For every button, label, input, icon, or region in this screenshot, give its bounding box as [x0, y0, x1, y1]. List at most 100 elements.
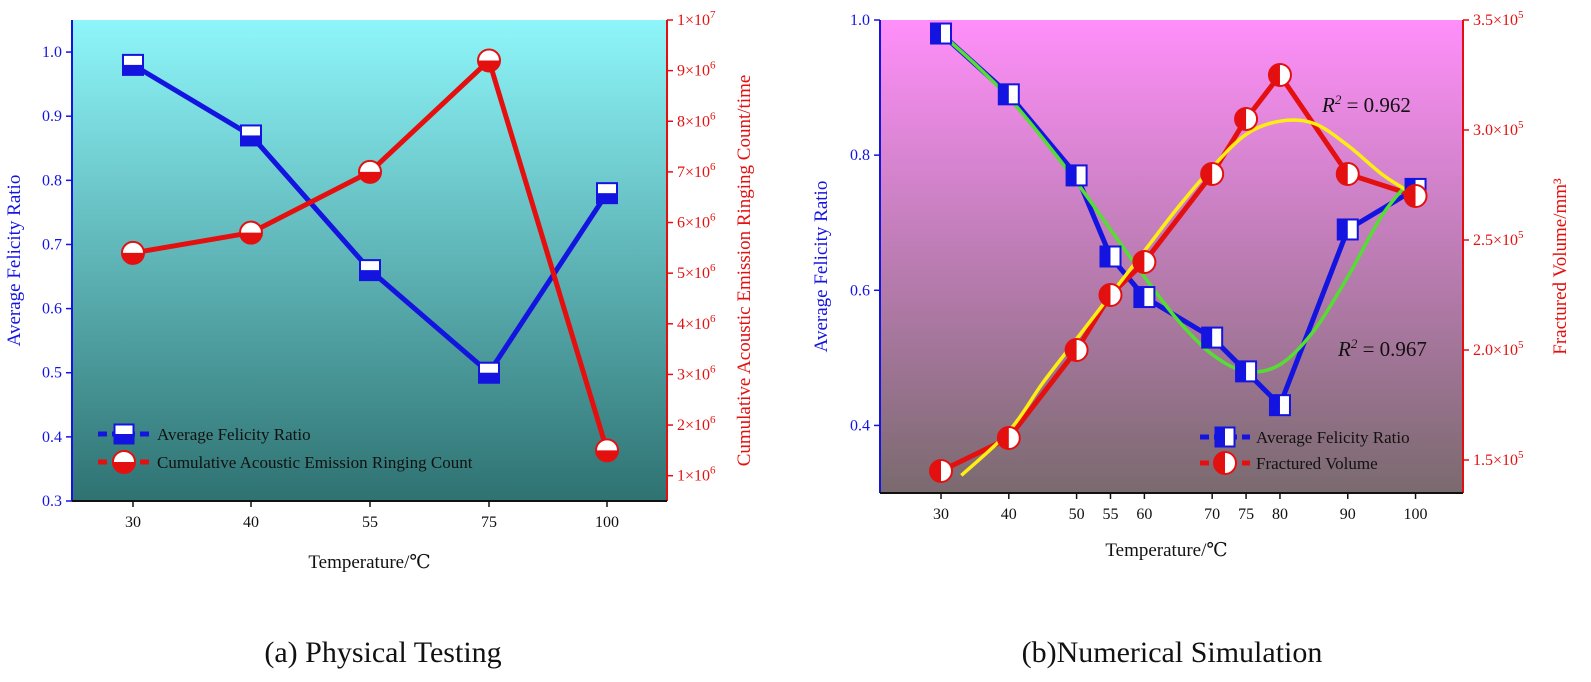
panel-b-x-tick-label: 40 — [1001, 506, 1017, 523]
panel-b-legend-volume-marker-fill — [1214, 452, 1225, 474]
panel-a-ringing-point — [239, 220, 263, 245]
panel-a-right-tick-label: 1×107 — [677, 9, 716, 29]
panel-b-legend-volume-marker — [1213, 451, 1237, 475]
panel-b-volume-point — [1132, 250, 1157, 274]
panel-a-right-tick-label: 2×106 — [677, 414, 716, 434]
panel-a-legend-felicity-marker — [113, 423, 135, 445]
panel-a-left-axis-title: Average Felicity Ratio — [4, 175, 25, 347]
panel-b-right-tick-label: 3.0×105 — [1473, 119, 1524, 139]
panel-b-right-tick-label: 2.5×105 — [1473, 229, 1524, 249]
panel-a-x-tick-label: 100 — [595, 514, 619, 531]
panel-a-left-tick-label: 0.5 — [42, 365, 62, 382]
panel-b-volume-point-fill — [1099, 284, 1111, 306]
panel-b-x-tick-label: 100 — [1404, 506, 1428, 523]
panel-b-volume-point-fill — [930, 460, 942, 482]
panel-b-felicity-point-fill — [1100, 246, 1111, 267]
panel-b-x-tick-label: 55 — [1102, 506, 1118, 523]
panel-b-right-tick-label: 2.0×105 — [1473, 339, 1524, 359]
panel-a-right-tick-label: 4×106 — [677, 313, 716, 333]
panel-b-volume-point-fill — [1404, 185, 1416, 207]
panel-a-felicity-point — [478, 361, 500, 384]
panel-a-left-tick-label: 0.9 — [42, 108, 62, 125]
panel-b-r2-volume-annotation: R2 = 0.962 — [1321, 92, 1411, 117]
panel-b-felicity-point — [1133, 286, 1156, 309]
panel-b-legend-volume-label: Fractured Volume — [1256, 454, 1378, 473]
panel-a-right-tick-label: 8×106 — [677, 110, 716, 130]
panel-a-ringing-point-fill — [478, 60, 500, 72]
panel-a-ringing-point — [358, 159, 382, 184]
panel-b-volume-point-fill — [1336, 163, 1348, 185]
panel-a-felicity-point — [240, 124, 262, 147]
panel-a-felicity-point-fill — [597, 193, 617, 204]
panel-b-felicity-point — [1235, 360, 1258, 383]
panel-a-felicity-point-fill — [241, 135, 261, 146]
panel-a-felicity-point — [122, 53, 144, 76]
panel-a-ringing-point-fill — [240, 232, 262, 244]
panel-a-left-tick-label: 0.8 — [42, 172, 62, 189]
panel-b-x-tick-label: 30 — [933, 506, 949, 523]
panel-b-caption: (b)Numerical Simulation — [1022, 636, 1323, 669]
panel-a-right-tick-label: 5×106 — [677, 262, 716, 282]
panel-a-felicity-point-fill — [479, 372, 499, 383]
panel-b-felicity-point — [1065, 164, 1088, 187]
panel-a-right-tick-label: 7×106 — [677, 161, 716, 181]
panel-b-right-tick-label: 1.5×105 — [1473, 449, 1524, 469]
panel-b-volume-fit-curve — [960, 118, 1410, 477]
panel-b-volume-point — [1403, 184, 1428, 208]
panel-a-legend-felicity-marker-fill — [114, 434, 134, 444]
panel-b-felicity-point-fill — [1134, 287, 1145, 308]
panel-a-ringing-point-fill — [122, 252, 144, 264]
panel-b-plot-area — [880, 20, 1463, 493]
panel-a-ringing-point — [477, 48, 501, 73]
panel-a-left-tick-label: 0.3 — [42, 493, 62, 510]
panel-b-x-tick-label: 60 — [1136, 506, 1152, 523]
panel-a-felicity-point — [359, 259, 381, 282]
panel-b-left-tick-label: 0.4 — [850, 417, 870, 434]
panel-b-volume-point — [1234, 107, 1259, 131]
panel-b-left-axis-title: Average Felicity Ratio — [811, 181, 832, 353]
panel-b-felicity-point-fill — [1066, 165, 1077, 186]
panel-b-volume-point — [996, 426, 1021, 450]
panel-a-legend-felicity-label: Average Felicity Ratio — [157, 425, 311, 444]
panel-a-ringing-point-fill — [359, 171, 381, 183]
panel-b-x-tick-label: 80 — [1272, 506, 1288, 523]
panel-b-felicity-point — [1201, 326, 1224, 349]
panel-b-felicity-point-fill — [1202, 327, 1213, 348]
panel-b-volume-point — [929, 459, 954, 483]
panel-a-left-tick-label: 0.6 — [42, 301, 62, 318]
panel-b-felicity-point — [1336, 218, 1359, 241]
panel-a-x-tick-label: 30 — [125, 514, 141, 531]
panel-b-x-tick-label: 70 — [1204, 506, 1220, 523]
panel-a-left-tick-label: 0.4 — [42, 429, 62, 446]
panel-a-felicity-point-fill — [360, 270, 380, 281]
panel-b-x-tick-label: 75 — [1238, 506, 1254, 523]
panel-b-felicity-point — [997, 83, 1020, 106]
panel-a-legend-ringing-label: Cumulative Acoustic Emission Ringing Cou… — [157, 453, 473, 472]
panel-b-felicity-point — [930, 22, 953, 45]
panel-b-volume-point — [1064, 338, 1089, 362]
panel-b-x-axis-title: Temperature/℃ — [1105, 540, 1227, 561]
panel-b-volume-point — [1200, 162, 1225, 186]
panel-a-x-axis-title: Temperature/℃ — [308, 552, 430, 573]
panel-a-felicity-point — [596, 182, 618, 205]
panel-b-left-tick-label: 1.0 — [850, 12, 870, 29]
panel-b-left-tick-label: 0.6 — [850, 282, 870, 299]
panel-a-ringing-point — [595, 438, 619, 463]
panel-a-legend-ringing-marker-fill — [113, 462, 135, 473]
panel-a-left-tick-label: 0.7 — [42, 236, 62, 253]
panel-a-x-tick-label: 40 — [243, 514, 259, 531]
panel-a-legend-ringing-marker — [112, 450, 136, 474]
panel-a-ringing-point — [121, 240, 145, 265]
panel-b-felicity-point-fill — [1337, 219, 1348, 240]
panel-a-right-tick-label: 9×106 — [677, 60, 716, 80]
panel-b-volume-point-fill — [1065, 339, 1077, 361]
panel-b-felicity-line — [939, 31, 1417, 408]
panel-b-right-axis-title: Fractured Volume/mm³ — [1550, 178, 1571, 355]
panel-b-volume-point-fill — [1133, 251, 1145, 273]
panel-b-x-tick-label: 50 — [1069, 506, 1085, 523]
panel-b-x-tick-label: 90 — [1340, 506, 1356, 523]
panel-b-volume-point-fill — [1235, 108, 1247, 130]
panel-b-volume-point-fill — [1201, 163, 1213, 185]
panel-b-volume-point — [1267, 63, 1292, 87]
